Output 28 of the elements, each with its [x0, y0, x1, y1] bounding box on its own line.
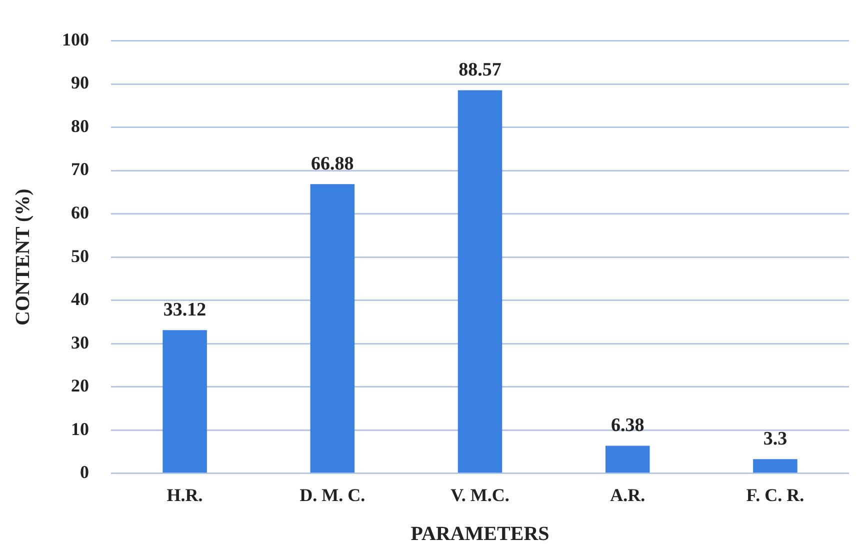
- data-label: 6.38: [610, 415, 644, 436]
- bar: [310, 184, 355, 473]
- x-tick-label: A.R.: [610, 484, 646, 505]
- y-tick-label: 50: [71, 246, 89, 266]
- y-tick-label: 100: [62, 29, 89, 50]
- data-label: 66.88: [311, 153, 354, 174]
- data-label: 3.3: [763, 428, 788, 450]
- y-tick-label: 40: [71, 289, 89, 310]
- y-axis-title: CONTENT (%): [12, 188, 34, 326]
- bar: [162, 330, 207, 473]
- y-tick-label: 30: [71, 332, 89, 352]
- bar: [458, 90, 502, 473]
- x-tick-label: D. M. C.: [300, 484, 366, 505]
- x-tick-label: H.R.: [166, 484, 203, 505]
- x-tick-label: F. C. R.: [746, 484, 804, 505]
- bar: [605, 446, 650, 473]
- y-tick-label: 0: [80, 462, 89, 482]
- y-tick-label: 80: [71, 116, 89, 136]
- x-tick-label: V. M.C.: [450, 484, 510, 505]
- y-tick-label: 90: [71, 72, 89, 93]
- y-tick-label: 20: [71, 376, 89, 396]
- y-tick-label: 60: [71, 202, 89, 222]
- bar: [753, 459, 798, 473]
- y-tick-label: 10: [71, 418, 89, 439]
- data-label: 88.57: [458, 60, 502, 81]
- x-axis-title: PARAMETERS: [410, 523, 550, 546]
- data-label: 33.12: [163, 300, 206, 321]
- y-tick-label: 70: [71, 159, 89, 180]
